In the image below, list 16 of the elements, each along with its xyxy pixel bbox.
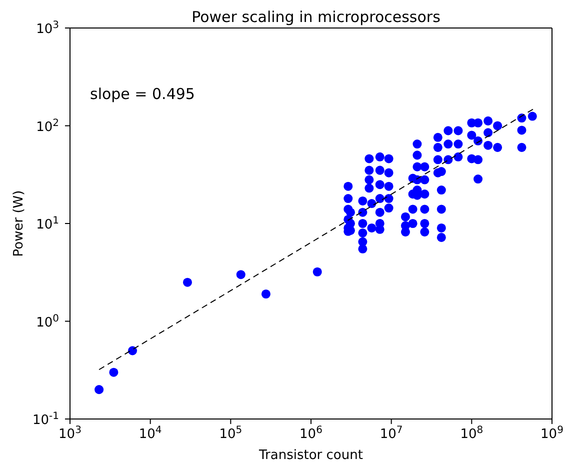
x-tick-label: 10$^{9}$ [540, 424, 564, 442]
y-tick-label: 10$^{0}$ [36, 312, 59, 330]
y-tick-label: 10$^{1}$ [36, 215, 59, 232]
x-tick-label: 10$^{6}$ [300, 424, 322, 442]
x-axis-title: Transistor count [258, 448, 363, 463]
x-tick-label: 10$^{4}$ [138, 424, 162, 442]
y-tick-label: 10$^{2}$ [36, 117, 59, 135]
x-tick-label: 10$^{8}$ [460, 424, 484, 442]
y-axis-title: Power (W) [12, 190, 27, 257]
y-tick-label: 10$^{-1}$ [32, 410, 59, 428]
y-tick-label: 10$^{3}$ [36, 20, 59, 37]
x-tick-label: 10$^{7}$ [380, 424, 403, 442]
chart-title: Power scaling in microprocessors [190, 8, 442, 26]
x-tick-label: 10$^{3}$ [58, 424, 82, 442]
x-tick-label: 10$^{5}$ [219, 424, 242, 442]
annotation: slope = 0.495 [90, 85, 195, 103]
